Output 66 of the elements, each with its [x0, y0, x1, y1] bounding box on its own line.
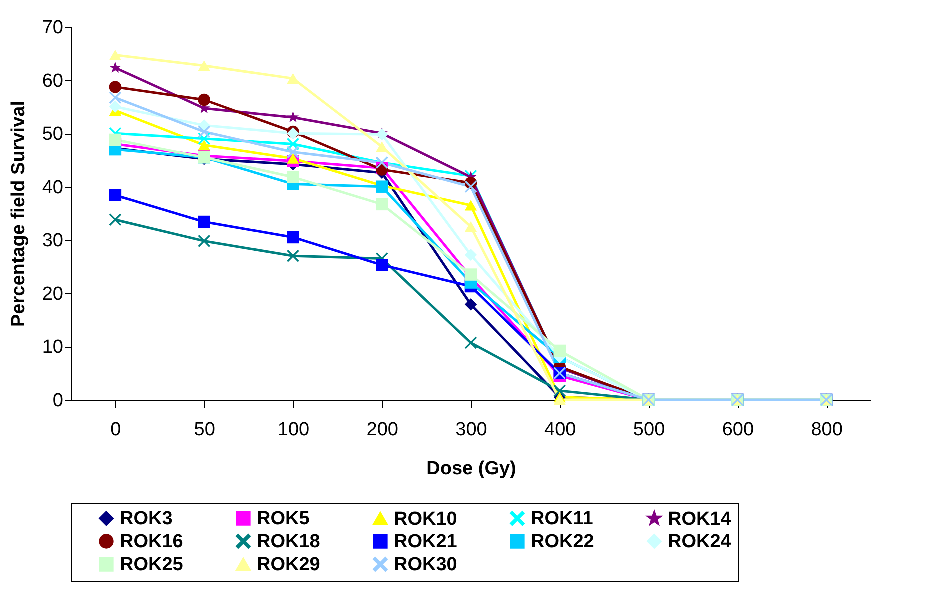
point [109, 134, 122, 146]
y-axis-title: Percentage field Survival [8, 101, 30, 327]
point [198, 126, 210, 138]
point [109, 92, 122, 104]
point [198, 140, 210, 151]
point [376, 259, 388, 272]
point [198, 235, 210, 248]
point [464, 298, 478, 311]
point [464, 336, 478, 350]
point [464, 268, 478, 281]
legend-label: ROK22 [531, 532, 594, 552]
point [287, 250, 300, 262]
y-tick-label: 20 [42, 284, 64, 305]
y-tick-label: 10 [42, 337, 64, 358]
point [109, 189, 122, 202]
point [464, 222, 478, 232]
x-tick-label: 800 [811, 420, 843, 440]
y-tick-label: 30 [42, 230, 64, 252]
point [287, 153, 300, 164]
point [287, 146, 300, 158]
x-tick-label: 300 [456, 420, 488, 440]
x-tick-label: 100 [278, 420, 310, 440]
legend-label: ROK10 [394, 508, 458, 530]
legend-label: ROK29 [257, 554, 320, 576]
point [110, 62, 122, 73]
point [464, 248, 478, 262]
point [198, 60, 210, 72]
x-axis-title: Dose (Gy) [426, 458, 516, 480]
legend-label: ROK24 [668, 532, 732, 552]
x-tick-label: 600 [722, 420, 754, 440]
y-tick-label: 60 [42, 70, 64, 92]
legend-label: ROK16 [120, 532, 184, 552]
x-tick-label: 0 [110, 420, 122, 440]
point [198, 216, 210, 228]
legend-label: ROK14 [668, 508, 732, 530]
legend-label: ROK21 [394, 532, 458, 552]
point [109, 81, 122, 94]
legend-label: ROK11 [531, 508, 594, 530]
point [287, 111, 300, 123]
legend-label: ROK5 [257, 508, 310, 530]
point [554, 344, 566, 358]
legend-label: ROK30 [394, 554, 458, 576]
legend-label: ROK25 [120, 554, 184, 576]
point [376, 142, 388, 152]
point [554, 384, 566, 398]
legend-label: ROK3 [120, 508, 173, 530]
y-tick-label: 0 [52, 390, 64, 412]
x-tick-label: 500 [633, 420, 666, 440]
point [109, 50, 122, 61]
y-tick-label: 40 [42, 177, 64, 198]
x-tick-label: 200 [366, 420, 398, 440]
point [287, 73, 300, 84]
x-tick-label: 50 [194, 420, 216, 440]
point [198, 94, 210, 106]
point [464, 200, 478, 211]
point [109, 214, 122, 226]
y-tick-label: 70 [42, 18, 64, 38]
point [287, 231, 300, 244]
x-tick-label: 400 [544, 420, 576, 440]
point [376, 198, 388, 211]
y-tick-label: 50 [42, 124, 64, 146]
legend-label: ROK18 [257, 532, 320, 552]
point [287, 171, 300, 184]
point [464, 180, 478, 193]
point [554, 394, 566, 406]
point [109, 100, 122, 114]
